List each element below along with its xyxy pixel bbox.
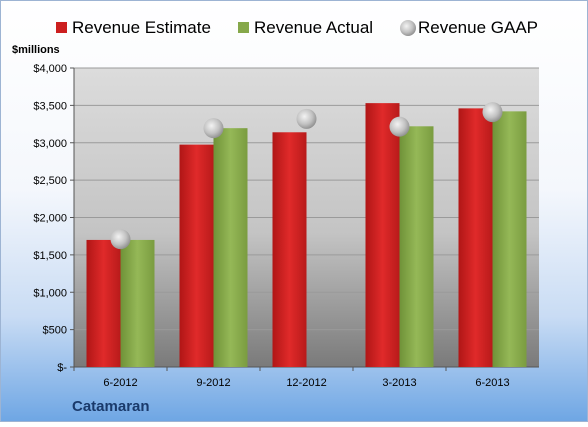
y-tick-label: $3,500 — [33, 100, 67, 112]
bar-revenue-actual — [399, 126, 434, 368]
legend-swatch-revenue-actual — [238, 22, 249, 33]
x-tick-label: 3-2013 — [382, 377, 416, 389]
marker-revenue-gaap — [203, 118, 224, 139]
y-tick-label: $3,000 — [33, 138, 67, 150]
x-tick-label: 12-2012 — [286, 377, 326, 389]
x-tick-label: 9-2012 — [196, 377, 230, 389]
bar-revenue-estimate — [179, 144, 214, 367]
y-tick-label: $500 — [43, 325, 67, 337]
y-tick-label: $4,000 — [33, 63, 67, 75]
y-tick-label: $2,000 — [33, 213, 67, 225]
company-name: Catamaran — [72, 398, 150, 415]
legend-label: Revenue Actual — [254, 18, 373, 37]
marker-revenue-gaap — [296, 108, 317, 129]
y-tick-label: $1,500 — [33, 250, 67, 262]
bar-revenue-estimate — [86, 239, 121, 367]
bar-revenue-actual — [120, 239, 155, 367]
bar-revenue-actual — [492, 111, 527, 367]
bar-revenue-estimate — [272, 132, 307, 367]
marker-revenue-gaap — [110, 229, 131, 250]
legend-swatch-revenue-estimate — [56, 22, 67, 33]
bar-revenue-estimate — [365, 103, 400, 367]
y-tick-label: $2,500 — [33, 175, 67, 187]
x-tick-label: 6-2013 — [475, 377, 509, 389]
y-tick-label: $- — [57, 362, 67, 374]
marker-revenue-gaap — [482, 102, 503, 123]
y-axis-label: $millions — [12, 44, 60, 56]
y-tick-label: $1,000 — [33, 287, 67, 299]
legend-label: Revenue GAAP — [418, 18, 538, 37]
legend-label: Revenue Estimate — [72, 18, 211, 37]
bar-revenue-estimate — [458, 108, 493, 368]
bar-revenue-actual — [213, 128, 248, 367]
legend-swatch-revenue-gaap — [400, 20, 416, 36]
marker-revenue-gaap — [389, 116, 410, 137]
x-tick-label: 6-2012 — [103, 377, 137, 389]
